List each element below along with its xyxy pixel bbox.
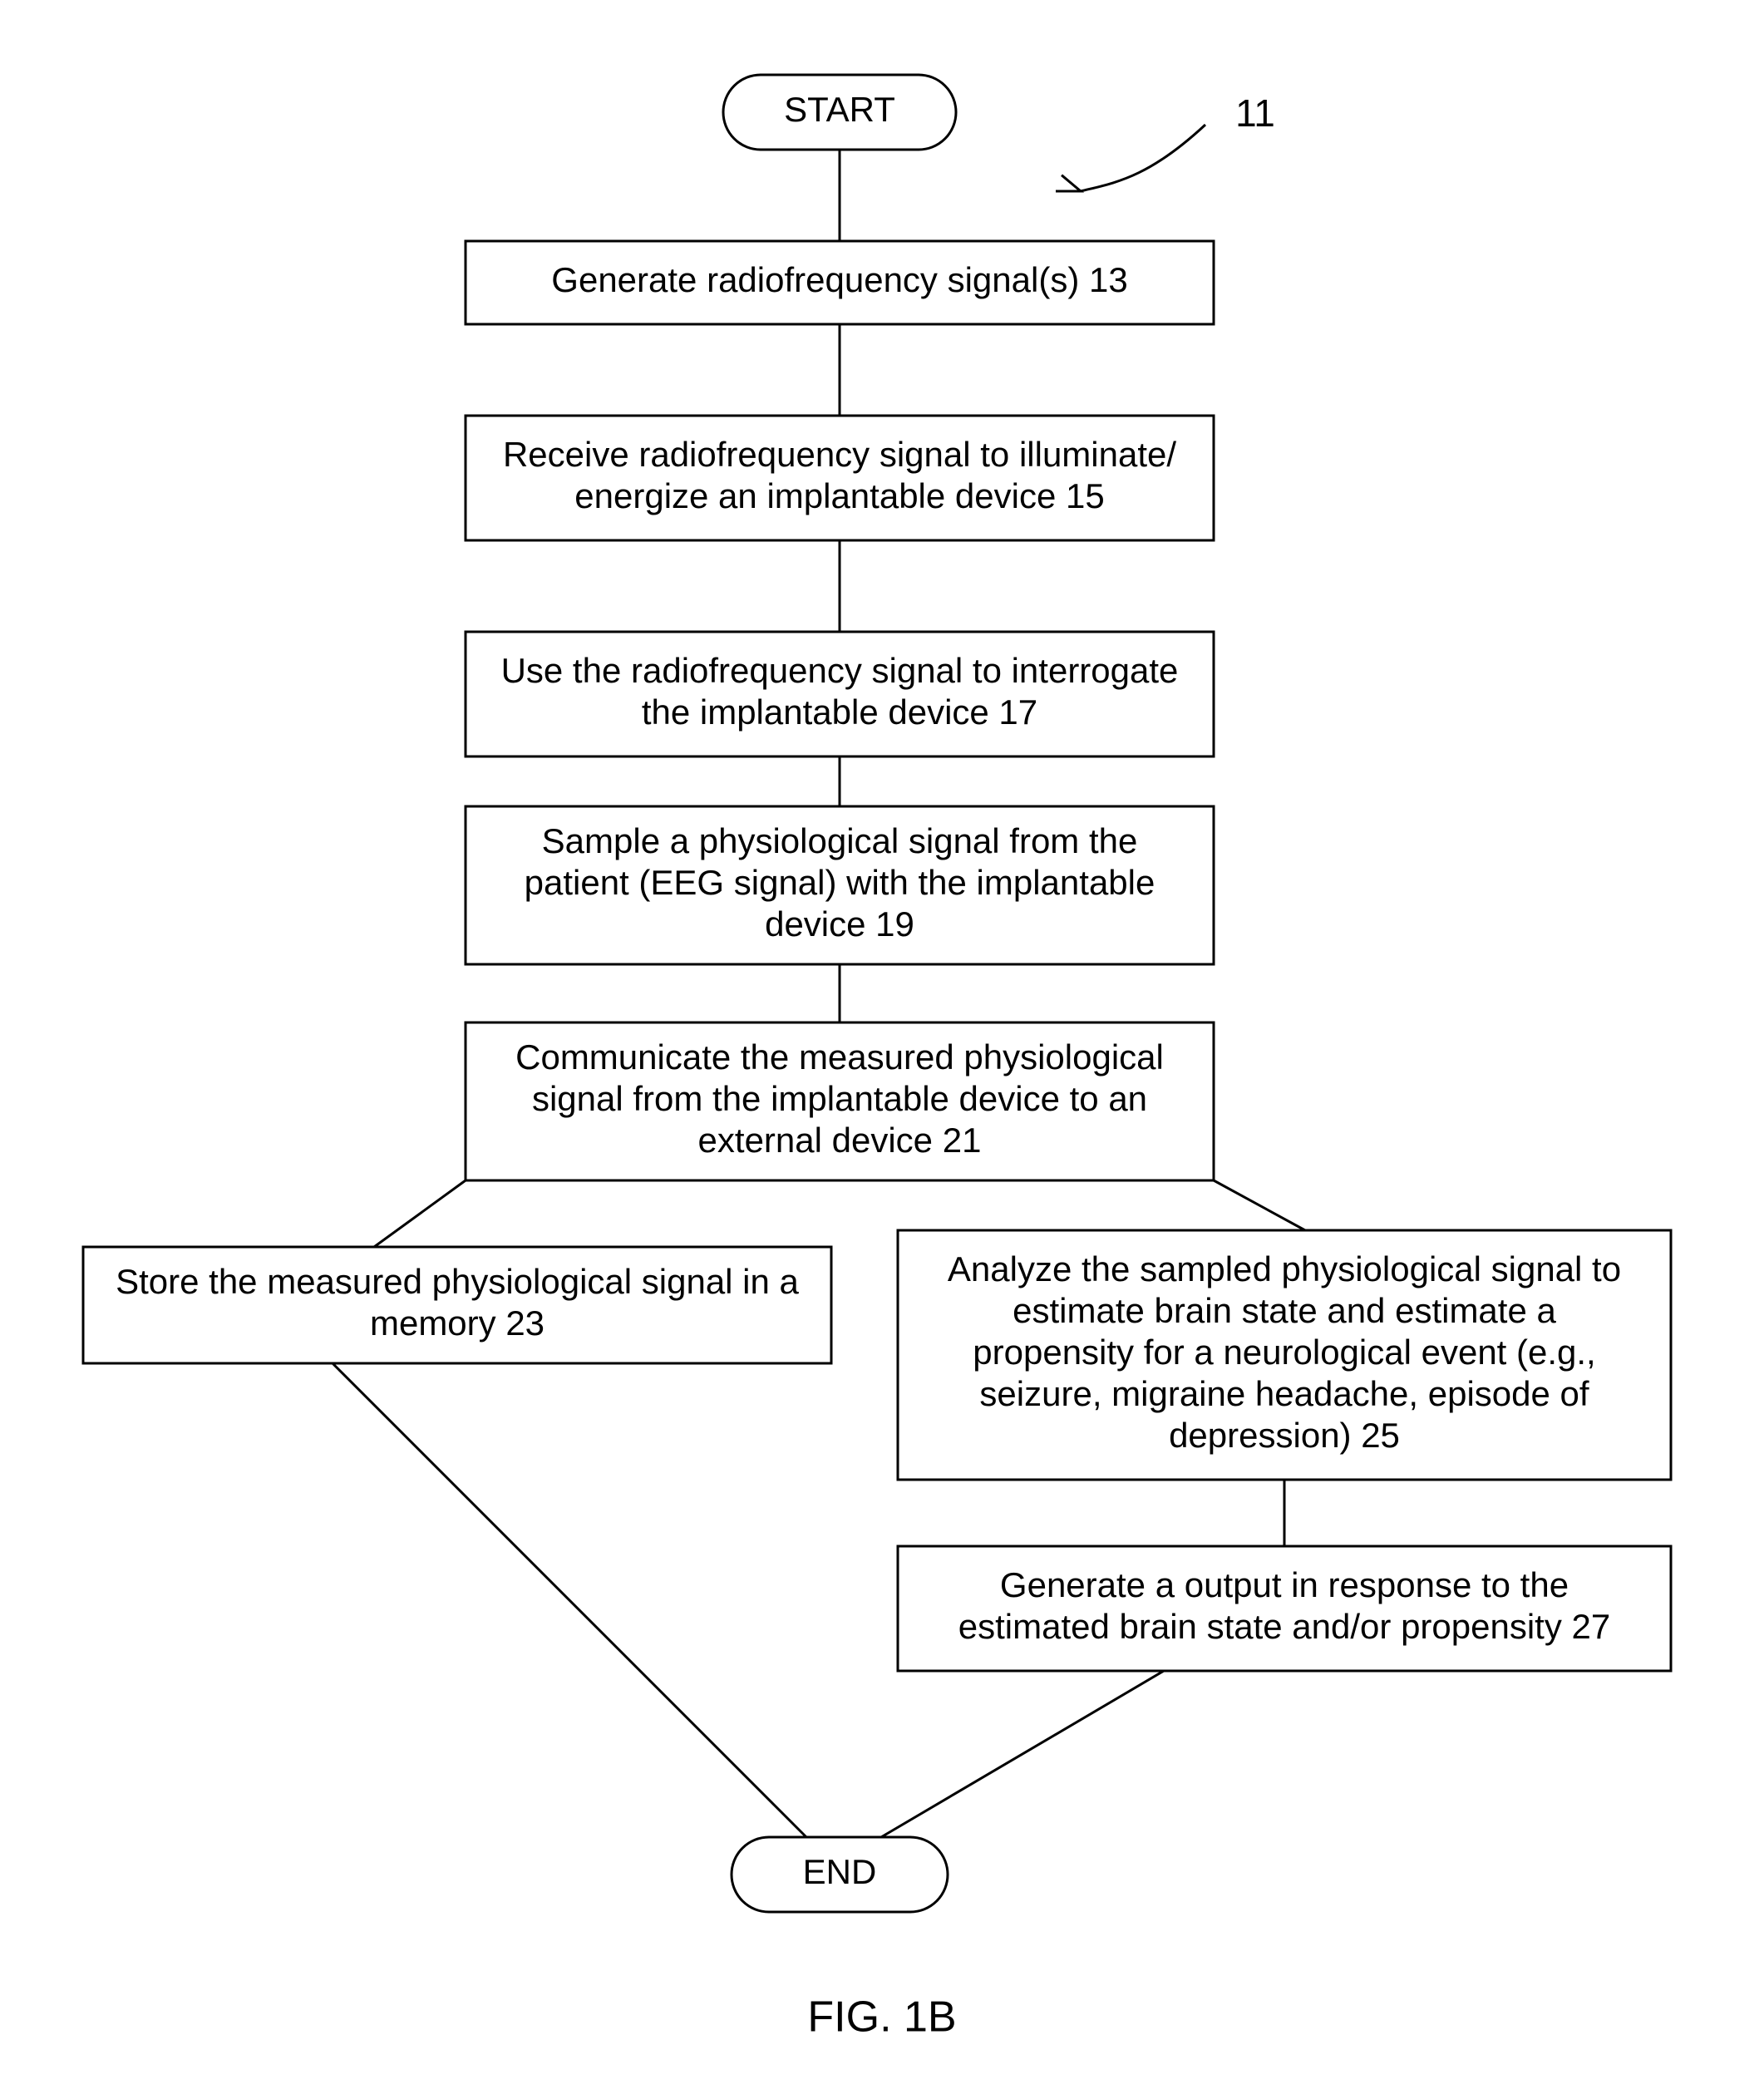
edge-n21-n25 (1214, 1180, 1305, 1230)
edge-n21-n23 (374, 1180, 466, 1247)
node-n17: Use the radiofrequency signal to interro… (466, 632, 1214, 756)
node-n13-line-0: Generate radiofrequency signal(s) 13 (551, 260, 1127, 299)
node-n23: Store the measured physiological signal … (83, 1247, 831, 1363)
node-n19-line-2: device 19 (765, 904, 914, 943)
node-start: START (723, 75, 956, 150)
node-n25-line-0: Analyze the sampled physiological signal… (948, 1249, 1621, 1288)
node-n15-line-0: Receive radiofrequency signal to illumin… (503, 435, 1176, 474)
callout-arrowhead (1056, 175, 1081, 191)
node-n15: Receive radiofrequency signal to illumin… (466, 416, 1214, 540)
node-n15-line-1: energize an implantable device 15 (574, 476, 1104, 515)
node-n27-line-0: Generate a output in response to the (1000, 1565, 1569, 1604)
node-n27-line-1: estimated brain state and/or propensity … (958, 1607, 1610, 1646)
node-n23-line-1: memory 23 (370, 1303, 544, 1343)
node-n17-line-0: Use the radiofrequency signal to interro… (501, 651, 1179, 690)
node-end: END (732, 1837, 948, 1912)
node-end-line-0: END (803, 1852, 877, 1891)
node-n23-line-0: Store the measured physiological signal … (116, 1262, 799, 1301)
node-n25-line-3: seizure, migraine headache, episode of (979, 1374, 1589, 1413)
node-n21: Communicate the measured physiologicalsi… (466, 1022, 1214, 1180)
callout-arrow (1081, 125, 1205, 191)
node-n17-line-1: the implantable device 17 (642, 692, 1037, 732)
node-n19: Sample a physiological signal from thepa… (466, 806, 1214, 964)
node-n25-line-2: propensity for a neurological event (e.g… (973, 1333, 1595, 1372)
edge-n27-end (881, 1671, 1164, 1837)
callout-label: 11 (1235, 91, 1275, 135)
node-n25-line-1: estimate brain state and estimate a (1013, 1291, 1556, 1330)
node-n25: Analyze the sampled physiological signal… (898, 1230, 1671, 1480)
node-n25-line-4: depression) 25 (1169, 1416, 1400, 1455)
figure-caption: FIG. 1B (807, 1993, 956, 2042)
node-n19-line-1: patient (EEG signal) with the implantabl… (525, 863, 1155, 902)
node-n13: Generate radiofrequency signal(s) 13 (466, 241, 1214, 324)
node-n27: Generate a output in response to theesti… (898, 1546, 1671, 1671)
node-n21-line-2: external device 21 (698, 1121, 982, 1160)
node-n21-line-1: signal from the implantable device to an (532, 1079, 1147, 1118)
node-start-line-0: START (784, 90, 895, 129)
node-n21-line-0: Communicate the measured physiological (515, 1037, 1164, 1077)
node-n19-line-0: Sample a physiological signal from the (542, 821, 1138, 860)
edge-n23-end (333, 1363, 806, 1837)
